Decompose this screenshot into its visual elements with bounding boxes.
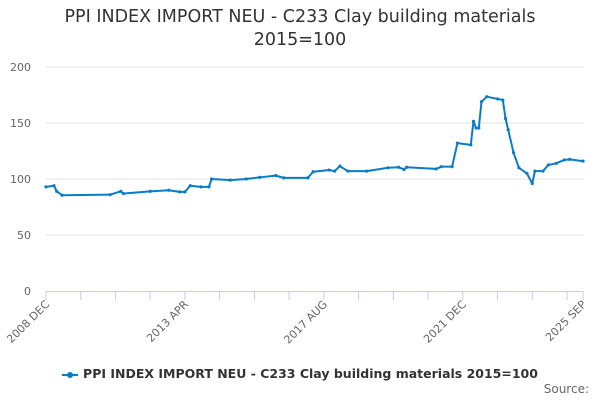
data-point bbox=[258, 175, 262, 179]
data-point bbox=[60, 193, 64, 197]
data-point bbox=[581, 159, 585, 163]
data-point bbox=[274, 174, 278, 178]
data-point bbox=[210, 177, 214, 181]
data-point bbox=[119, 189, 123, 193]
data-point bbox=[541, 169, 545, 173]
legend-item[interactable]: PPI INDEX IMPORT NEU - C233 Clay buildin… bbox=[0, 366, 600, 381]
x-tick-label: 2017 AUG bbox=[281, 298, 330, 347]
data-point bbox=[405, 165, 409, 169]
data-point bbox=[282, 176, 286, 180]
legend-label: PPI INDEX IMPORT NEU - C233 Clay buildin… bbox=[83, 366, 538, 381]
data-point bbox=[364, 169, 369, 173]
series-line bbox=[45, 95, 584, 197]
data-point bbox=[306, 176, 310, 180]
data-point bbox=[402, 167, 406, 172]
chart-title-line2: 2015=100 bbox=[253, 30, 347, 50]
data-point bbox=[554, 161, 558, 165]
data-point bbox=[148, 189, 152, 193]
data-point bbox=[533, 169, 537, 173]
data-point bbox=[167, 188, 171, 192]
data-point bbox=[506, 128, 510, 132]
data-point bbox=[108, 193, 112, 197]
y-tick-label: 0 bbox=[24, 285, 31, 298]
data-point bbox=[485, 95, 489, 99]
data-point bbox=[434, 167, 438, 171]
data-point bbox=[479, 100, 484, 104]
data-point bbox=[183, 190, 187, 194]
data-point bbox=[311, 170, 315, 174]
data-point bbox=[327, 168, 331, 172]
x-tick-label: 2025 SEP bbox=[543, 298, 589, 344]
data-point bbox=[332, 169, 337, 173]
data-point bbox=[455, 141, 460, 145]
x-tick-label: 2008 DEC bbox=[4, 298, 52, 346]
data-point bbox=[386, 166, 390, 170]
data-point bbox=[397, 165, 401, 169]
data-point bbox=[52, 184, 56, 188]
data-point bbox=[503, 116, 508, 121]
data-point bbox=[525, 171, 529, 175]
data-point bbox=[562, 158, 566, 162]
data-point bbox=[207, 185, 211, 189]
source-label: Source: bbox=[543, 382, 589, 396]
data-point bbox=[530, 181, 534, 186]
y-tick-label: 50 bbox=[17, 229, 31, 242]
data-point bbox=[471, 119, 476, 123]
data-point bbox=[338, 164, 342, 168]
data-point bbox=[44, 185, 48, 189]
data-point bbox=[511, 151, 516, 155]
data-point bbox=[439, 165, 444, 169]
data-point bbox=[495, 97, 500, 101]
data-point bbox=[501, 98, 505, 102]
x-tick-label: 2013 APR bbox=[144, 298, 191, 345]
data-point bbox=[346, 169, 350, 173]
y-tick-label: 200 bbox=[10, 61, 31, 74]
data-point bbox=[188, 184, 192, 188]
data-point bbox=[517, 166, 521, 170]
data-point bbox=[568, 157, 572, 161]
legend-line-symbol-icon bbox=[62, 371, 79, 378]
data-point bbox=[55, 189, 59, 193]
data-point bbox=[477, 126, 481, 130]
chart-title: PPI INDEX IMPORT NEU - C233 Clay buildin… bbox=[0, 6, 600, 52]
data-point bbox=[121, 191, 126, 196]
data-point bbox=[469, 143, 473, 147]
y-tick-label: 100 bbox=[10, 173, 31, 186]
data-point bbox=[199, 185, 203, 189]
data-point bbox=[228, 178, 232, 182]
data-point bbox=[546, 163, 550, 167]
data-point bbox=[177, 190, 182, 194]
x-tick-label: 2021 DEC bbox=[421, 298, 469, 346]
data-point bbox=[474, 126, 478, 130]
chart-title-line1: PPI INDEX IMPORT NEU - C233 Clay buildin… bbox=[64, 7, 536, 27]
data-point bbox=[244, 177, 248, 181]
data-point bbox=[450, 165, 454, 169]
y-tick-label: 150 bbox=[10, 117, 31, 130]
